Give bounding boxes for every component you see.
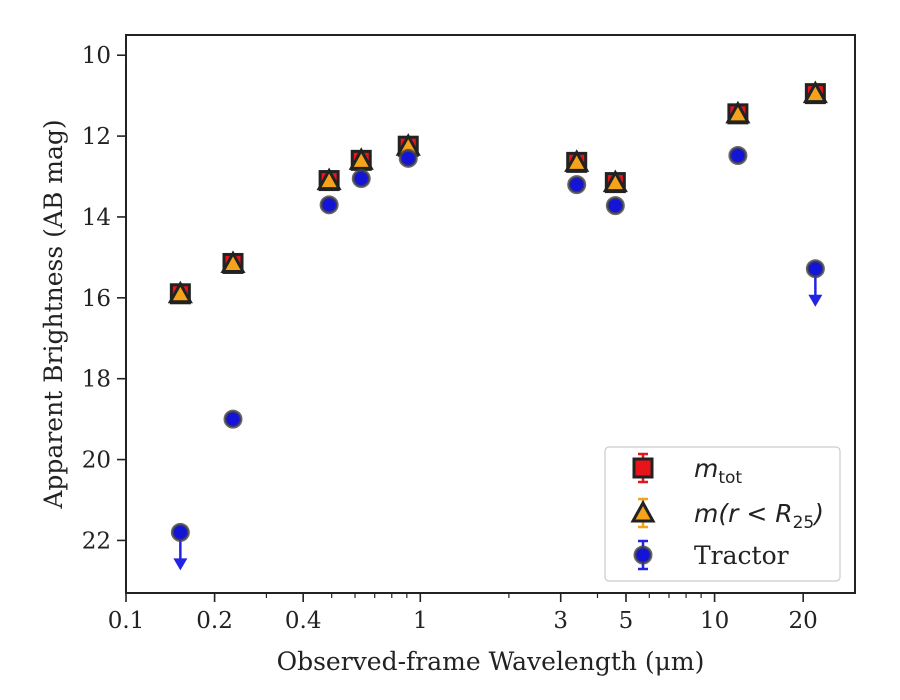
y-tick-label: 18 [82,367,111,393]
data-point [220,250,246,273]
legend: mtot m(r < R25) Tractor [604,446,841,582]
upper-limit-arrow-head [808,294,823,307]
data-point [351,169,371,189]
axis-ticks: 0.1 0.2 0.4 1 3 5 10 20 10 12 14 16 18 20 22 [82,43,818,634]
data-point [316,167,342,191]
x-tick-label: 5 [619,608,634,634]
data-point [319,195,339,215]
data-point [728,145,748,165]
data-point [605,196,625,216]
plot-frame [125,34,856,594]
legend-label: mtot [694,454,742,488]
x-tick-label: 3 [553,608,568,634]
data-point [602,169,628,193]
y-tick-label: 12 [82,124,111,150]
series-2 [170,145,825,571]
data-point [398,148,418,168]
data-point [805,259,825,279]
data-point [802,80,828,104]
x-axis-label: Observed-frame Wavelength (μm) [277,647,705,676]
legend-label: m(r < R25) [694,499,824,533]
x-tick-label: 0.4 [285,608,322,634]
data-point [167,280,193,304]
x-tick-label: 20 [789,608,818,634]
y-tick-label: 20 [82,448,111,474]
data-point [567,175,587,195]
x-tick-label: 0.1 [108,608,145,634]
legend-marker [632,457,654,479]
data-point [564,149,590,172]
data-point [223,409,243,429]
legend-marker [630,499,656,523]
y-tick-label: 16 [82,286,111,312]
legend-label: Tractor [694,541,789,570]
data-point [725,100,751,124]
y-tick-label: 22 [82,528,111,554]
x-tick-label: 0.2 [196,608,233,634]
legend-box [604,446,841,582]
data-point [348,147,374,170]
y-axis-label: Apparent Brightness (AB mag) [39,119,68,509]
data-marks [167,80,828,571]
upper-limit-arrow-head [173,558,188,571]
x-tick-label: 10 [700,608,729,634]
y-tick-label: 14 [82,205,111,231]
data-point [170,522,190,542]
y-tick-label: 10 [82,43,111,69]
x-tick-label: 1 [413,608,428,634]
legend-marker [633,545,653,565]
